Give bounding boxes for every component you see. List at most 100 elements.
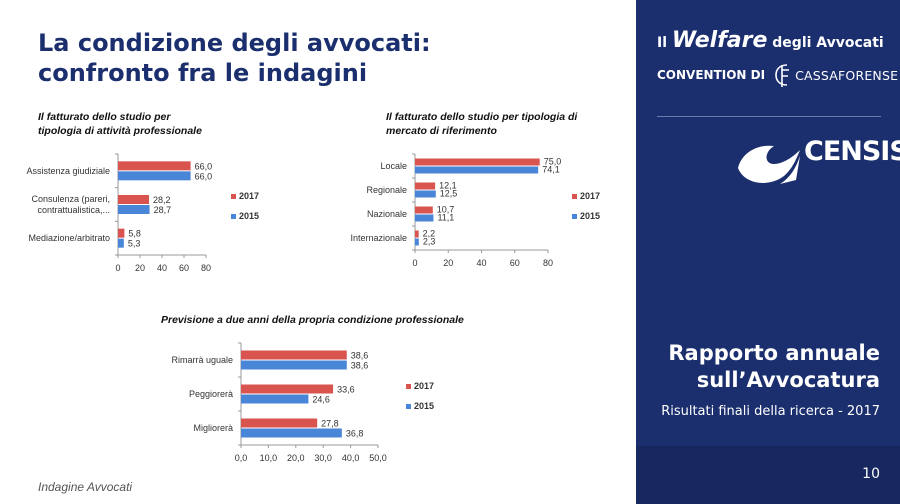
x-tick-label: 0 (412, 258, 417, 268)
convention-line: CONVENTION DI CASSAFORENSE (657, 62, 898, 88)
legend-label-2015: 2015 (414, 401, 434, 411)
report-subtitle: Risultati finali della ricerca - 2017 (661, 404, 880, 419)
welfare-logo: Il Welfare degli Avvocati (657, 28, 884, 53)
data-label-2015: 36,8 (346, 429, 364, 439)
legend-label-2015: 2015 (580, 211, 600, 221)
bar-2015 (415, 238, 419, 246)
category-label: Locale (380, 161, 407, 171)
report-title: Rapporto annuale sull’Avvocatura (668, 340, 880, 394)
bar-2017 (118, 195, 150, 204)
chart2-title-line1: Il fatturato dello studio per tipologia … (386, 111, 578, 123)
x-tick-label: 60 (510, 258, 520, 268)
page-title-line1: La condizione degli avvocati: (38, 29, 431, 57)
category-label: Consulenza (pareri, (31, 194, 110, 204)
data-label-2015: 74,1 (542, 165, 560, 175)
chart3-title-line1: Previsione a due anni della propria cond… (161, 314, 464, 326)
chart1-title: Il fatturato dello studio per tipologia … (38, 110, 202, 138)
bar-2017 (415, 182, 436, 190)
legend-swatch-2017 (572, 194, 577, 199)
data-label-2017: 28,2 (153, 195, 171, 205)
bar-2015 (118, 238, 124, 248)
category-label: contrattualistica,... (37, 205, 110, 215)
data-label-2015: 2,3 (423, 237, 436, 247)
x-tick-label: 0 (115, 263, 120, 273)
cassaforense-logo-icon (775, 64, 790, 87)
legend-swatch-2015 (406, 404, 411, 409)
legend-label-2015: 2015 (239, 211, 259, 221)
bar-2017 (241, 418, 318, 428)
page-title: La condizione degli avvocati: confronto … (38, 28, 431, 88)
data-label-2015: 28,7 (154, 205, 172, 215)
page-number-band (636, 446, 900, 504)
bar-2017 (415, 158, 540, 166)
censis-wordmark: CENSIS (804, 136, 900, 167)
bar-2015 (241, 394, 309, 404)
censis-logo-icon (738, 145, 800, 184)
report-title-line1: Rapporto annuale (668, 341, 880, 365)
bar-2017 (241, 350, 347, 360)
chart2-svg: 0 20 40 60 80 Locale 75,074,1 Regionale 12,112,5… (350, 153, 600, 268)
bar-2017 (415, 230, 419, 238)
data-label-2017: 33,6 (337, 385, 355, 395)
category-label: Assistenza giudiziale (26, 166, 110, 176)
category-label: Peggiorerà (189, 389, 233, 399)
category-label: Migliorerà (193, 423, 233, 433)
data-label-2017: 5,8 (128, 229, 141, 239)
category-label: Mediazione/arbitrato (28, 233, 110, 243)
page-number: 10 (862, 466, 880, 482)
legend-swatch-2015 (231, 214, 236, 219)
bar-2015 (415, 190, 436, 198)
data-label-2015: 11,1 (437, 213, 454, 223)
welfare-prefix: Il (657, 35, 668, 51)
data-label-2017: 10,7 (437, 205, 455, 215)
x-tick-label: 40 (476, 258, 486, 268)
chart1-title-line2: tipologia di attività professionale (38, 125, 202, 137)
data-label-2015: 5,3 (128, 239, 141, 249)
bar-2015 (241, 428, 342, 438)
category-label: Regionale (366, 185, 407, 195)
x-tick-label: 20,0 (287, 453, 305, 463)
page-title-line2: confronto fra le indagini (38, 59, 368, 87)
data-label-2017: 66,0 (195, 161, 213, 171)
legend-label-2017: 2017 (239, 191, 259, 201)
sidebar-panel: Il Welfare degli Avvocati CONVENTION DI … (636, 0, 900, 504)
chart2-title-line2: mercato di riferimento (386, 125, 497, 137)
bar-2015 (415, 214, 434, 222)
report-title-line2: sull’Avvocatura (696, 368, 880, 392)
data-label-2017: 2,2 (423, 229, 436, 239)
chart2-title: Il fatturato dello studio per tipologia … (386, 110, 577, 138)
convention-text: CONVENTION DI (657, 68, 766, 82)
category-label: Rimarrà uguale (171, 355, 233, 365)
x-tick-label: 40 (157, 263, 167, 273)
welfare-word: Welfare (671, 28, 768, 53)
slide-content: La condizione degli avvocati: confronto … (26, 28, 601, 494)
bar-2017 (241, 384, 334, 394)
chart3-title: Previsione a due anni della propria cond… (161, 313, 464, 327)
footer-label: Indagine Avvocati (38, 480, 133, 494)
bar-2015 (118, 171, 191, 181)
bar-2015 (118, 205, 150, 214)
bar-2017 (118, 228, 125, 238)
legend-swatch-2015 (572, 214, 577, 219)
x-tick-label: 20 (443, 258, 453, 268)
x-tick-label: 80 (543, 258, 553, 268)
chart3-svg: 0,0 10,0 20,0 30,0 40,0 50,0 Rimarrà uguale 38,… (171, 342, 434, 463)
category-label: Internazionale (350, 233, 407, 243)
bar-2017 (415, 206, 433, 214)
chart1-title-line1: Il fatturato dello studio per (38, 111, 171, 123)
x-tick-label: 0,0 (235, 453, 248, 463)
category-label: Nazionale (367, 209, 407, 219)
data-label-2015: 66,0 (195, 171, 213, 181)
data-label-2015: 24,6 (312, 395, 330, 405)
data-label-2017: 27,8 (321, 419, 339, 429)
bar-2015 (415, 166, 539, 174)
x-tick-label: 20 (135, 263, 145, 273)
data-label-2015: 12,5 (440, 189, 458, 199)
cassaforense-text: CASSAFORENSE (795, 67, 899, 83)
data-label-2017: 12,1 (439, 181, 457, 191)
x-tick-label: 10,0 (260, 453, 278, 463)
bar-2017 (118, 161, 191, 171)
welfare-suffix: degli Avvocati (772, 35, 884, 51)
data-label-2017: 75,0 (544, 157, 562, 167)
bar-2015 (241, 360, 347, 370)
